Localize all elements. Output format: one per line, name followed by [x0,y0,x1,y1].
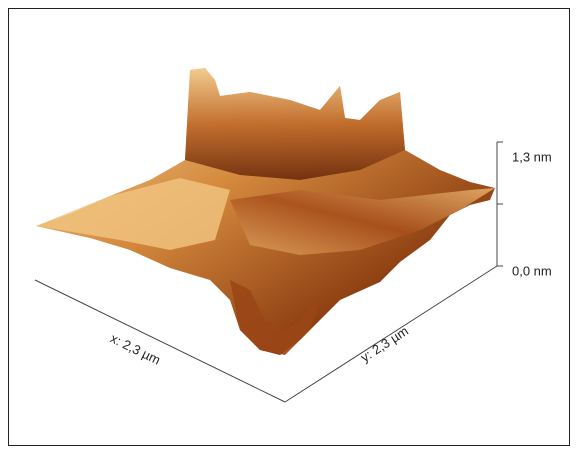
x-axis-label: x: 2,3 µm [108,331,163,368]
axes [34,141,503,403]
y-axis-label: y: 2,3 µm [358,323,411,365]
frame [8,8,570,446]
z-tick-label: 1,3 nm [512,149,552,164]
surface [36,68,495,355]
z-tick-label: 0,0 nm [512,263,552,278]
